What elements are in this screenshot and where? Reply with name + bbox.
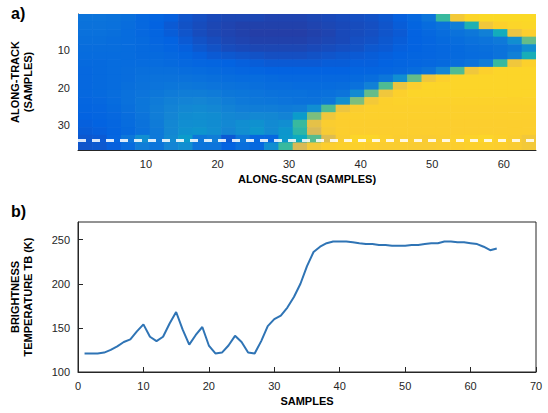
svg-text:40: 40 [355,158,367,170]
svg-text:150: 150 [52,322,70,334]
svg-text:60: 60 [464,380,476,392]
svg-text:50: 50 [426,158,438,170]
svg-text:10: 10 [137,380,149,392]
svg-text:250: 250 [52,234,70,246]
svg-text:20: 20 [211,158,223,170]
svg-text:40: 40 [334,380,346,392]
svg-text:30: 30 [268,380,280,392]
svg-text:ALONG-SCAN (SAMPLES): ALONG-SCAN (SAMPLES) [238,173,376,185]
svg-text:100: 100 [52,366,70,378]
svg-text:30: 30 [58,119,70,131]
svg-text:0: 0 [75,380,81,392]
svg-text:a): a) [11,5,25,22]
svg-text:30: 30 [283,158,295,170]
svg-text:ALONG-TRACK: ALONG-TRACK [9,41,21,123]
svg-text:20: 20 [58,82,70,94]
svg-text:200: 200 [52,278,70,290]
svg-text:TEMPERATURE TB (K): TEMPERATURE TB (K) [22,237,34,356]
svg-text:(SAMPLES): (SAMPLES) [22,51,34,112]
svg-text:10: 10 [140,158,152,170]
svg-text:BRIGHTNESS: BRIGHTNESS [9,261,21,333]
svg-text:20: 20 [203,380,215,392]
svg-text:70: 70 [530,380,542,392]
svg-text:b): b) [11,203,26,220]
svg-text:10: 10 [58,44,70,56]
svg-text:50: 50 [399,380,411,392]
svg-text:SAMPLES: SAMPLES [280,395,333,407]
svg-text:60: 60 [498,158,510,170]
